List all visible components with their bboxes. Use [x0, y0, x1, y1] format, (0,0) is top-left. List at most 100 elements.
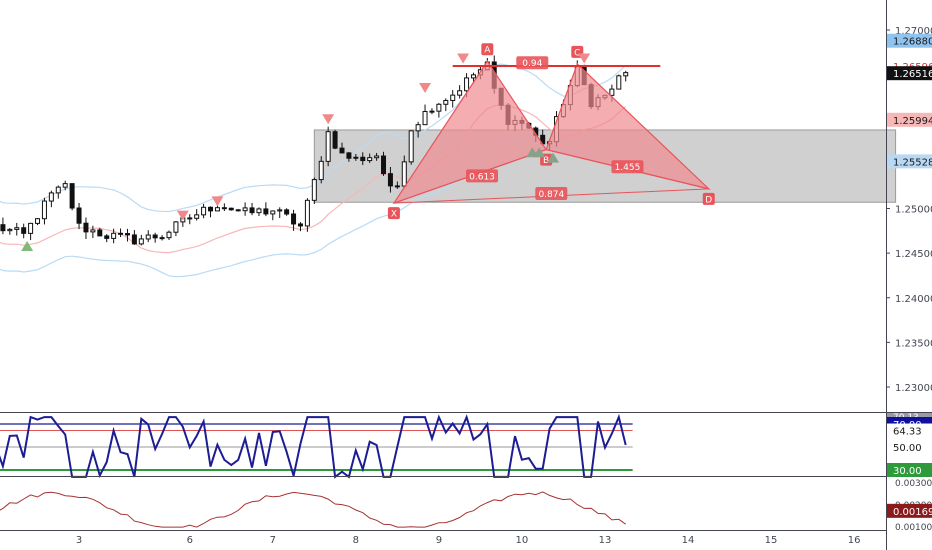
candle: [408, 130, 414, 163]
candle: [55, 186, 61, 194]
buy-signal-marker: [21, 240, 34, 251]
time-axis[interactable]: 3 6 7 8 9 10 13 14 15 16: [0, 530, 886, 547]
candle: [374, 155, 380, 159]
candle: [131, 234, 137, 245]
candle: [166, 231, 172, 239]
candle: [242, 207, 248, 212]
candle: [457, 90, 463, 96]
candle: [623, 72, 629, 77]
candle: [187, 217, 193, 220]
oscillator-level-badge: [887, 423, 932, 438]
candle: [381, 155, 387, 175]
candle: [76, 207, 82, 224]
pattern-point-a: A: [484, 46, 491, 56]
candle: [360, 156, 366, 162]
ratio-label: 0.874: [538, 190, 564, 200]
price-panel[interactable]: 0.613 1.455 0.874 0.94 X A B C D: [0, 0, 897, 412]
candle: [152, 234, 158, 239]
sell-signal-marker: [578, 53, 591, 64]
candle: [228, 207, 234, 211]
volatility-panel[interactable]: [0, 476, 932, 528]
volatility-tick-label: 0.00300: [895, 479, 932, 489]
candle: [291, 213, 297, 225]
sell-signal-marker: [419, 83, 432, 94]
candle: [97, 229, 103, 237]
price-tick-label: 1.27000: [895, 26, 932, 37]
time-tick-label: 7: [270, 535, 276, 546]
ratio-label: 1.455: [615, 163, 641, 173]
candle: [332, 131, 338, 149]
candle: [263, 208, 269, 215]
price-panel-background: [0, 0, 886, 412]
sell-signal-marker: [211, 196, 224, 207]
candle: [138, 238, 144, 245]
candle: [14, 227, 20, 230]
candle: [145, 234, 151, 240]
time-tick-label: 8: [353, 535, 359, 546]
volatility-line: [0, 491, 626, 528]
candle: [208, 206, 214, 212]
candle: [201, 206, 207, 216]
candle: [346, 152, 352, 159]
candle: [48, 192, 54, 202]
oscillator-top-badge: [887, 413, 932, 420]
price-axis[interactable]: 1.270001.265001.260001.255001.250001.245…: [886, 26, 932, 394]
oscillator-line: [0, 413, 627, 479]
candle: [111, 232, 117, 239]
time-tick-label: 16: [848, 535, 861, 546]
time-tick-label: 9: [436, 535, 442, 546]
candle: [118, 232, 124, 235]
candle: [367, 157, 373, 162]
pattern-point-x: X: [391, 210, 397, 220]
pattern-point-d: D: [705, 195, 712, 205]
candle: [124, 233, 130, 236]
sell-signal-marker: [322, 114, 335, 125]
candle: [401, 161, 407, 187]
candle: [387, 173, 393, 187]
volatility-current-badge: [887, 503, 932, 518]
candle: [35, 218, 41, 224]
time-tick-label: 6: [187, 535, 193, 546]
candle: [21, 227, 27, 234]
candle: [69, 183, 75, 209]
candle: [339, 147, 345, 154]
volatility-current-label: 0.00169: [893, 507, 932, 518]
oscillator-panel[interactable]: [0, 412, 932, 479]
candle: [436, 103, 442, 112]
oscillator-level-label: 64.33: [893, 427, 922, 438]
ratio-label-box: [516, 56, 549, 70]
time-tick-label: 13: [599, 535, 612, 546]
price-badge: [887, 33, 932, 48]
sell-signal-marker: [176, 210, 189, 221]
ratio-label: 0.94: [522, 59, 542, 69]
pattern-point-box: [481, 43, 494, 56]
oscillator-level-badge: [887, 440, 932, 454]
harmonic-pattern[interactable]: 0.613 1.455 0.874 0.94 X A B C D: [387, 43, 715, 220]
buy-signal-marker: [547, 152, 560, 163]
candle: [256, 208, 262, 214]
time-tick-label: 15: [765, 535, 778, 546]
candle: [284, 209, 290, 215]
price-badge: [887, 112, 932, 127]
candle: [83, 222, 89, 233]
candle: [616, 75, 622, 90]
candle: [173, 221, 179, 233]
buy-signal-marker: [533, 147, 546, 158]
candle: [464, 77, 470, 92]
candle: [429, 110, 435, 113]
price-tick-label: 1.24500: [895, 249, 932, 260]
ratio-label-box: [535, 187, 568, 201]
candle: [353, 156, 359, 159]
oscillator-level-badge: [887, 463, 932, 477]
candle: [609, 88, 615, 96]
signal-markers: [21, 53, 591, 251]
price-badge-label: 1.26880: [893, 37, 932, 48]
candle: [318, 160, 324, 181]
candle: [304, 199, 310, 227]
candle: [7, 228, 13, 232]
candle: [221, 207, 227, 210]
candle: [270, 210, 276, 215]
